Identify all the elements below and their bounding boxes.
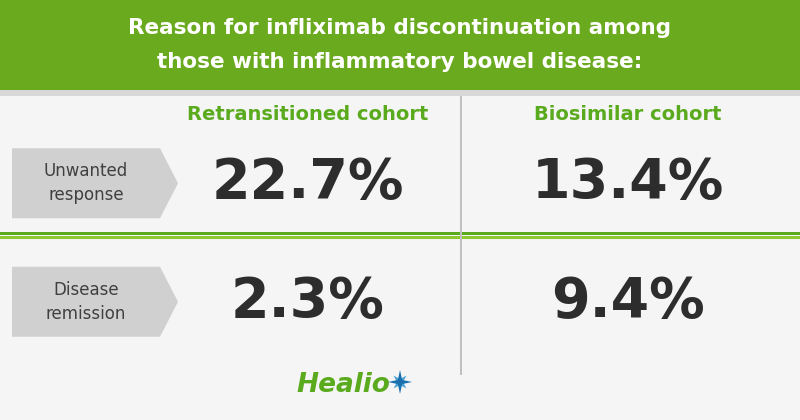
Text: Healio: Healio <box>296 372 390 398</box>
Text: Disease
remission: Disease remission <box>46 281 126 323</box>
Polygon shape <box>388 370 412 394</box>
Text: 9.4%: 9.4% <box>551 275 705 329</box>
Text: Retransitioned cohort: Retransitioned cohort <box>187 105 429 123</box>
Bar <box>0 90 800 96</box>
Text: those with inflammatory bowel disease:: those with inflammatory bowel disease: <box>158 52 642 72</box>
Text: Reason for infliximab discontinuation among: Reason for infliximab discontinuation am… <box>129 18 671 38</box>
Text: 13.4%: 13.4% <box>532 156 724 210</box>
Polygon shape <box>12 267 178 337</box>
Polygon shape <box>394 375 406 389</box>
Text: 22.7%: 22.7% <box>212 156 404 210</box>
Bar <box>0 236 800 239</box>
Text: Biosimilar cohort: Biosimilar cohort <box>534 105 722 123</box>
Text: Unwanted
response: Unwanted response <box>44 163 128 204</box>
Bar <box>0 231 800 234</box>
Bar <box>0 0 800 90</box>
Text: 2.3%: 2.3% <box>231 275 385 329</box>
Polygon shape <box>12 148 178 218</box>
Bar <box>460 96 462 375</box>
